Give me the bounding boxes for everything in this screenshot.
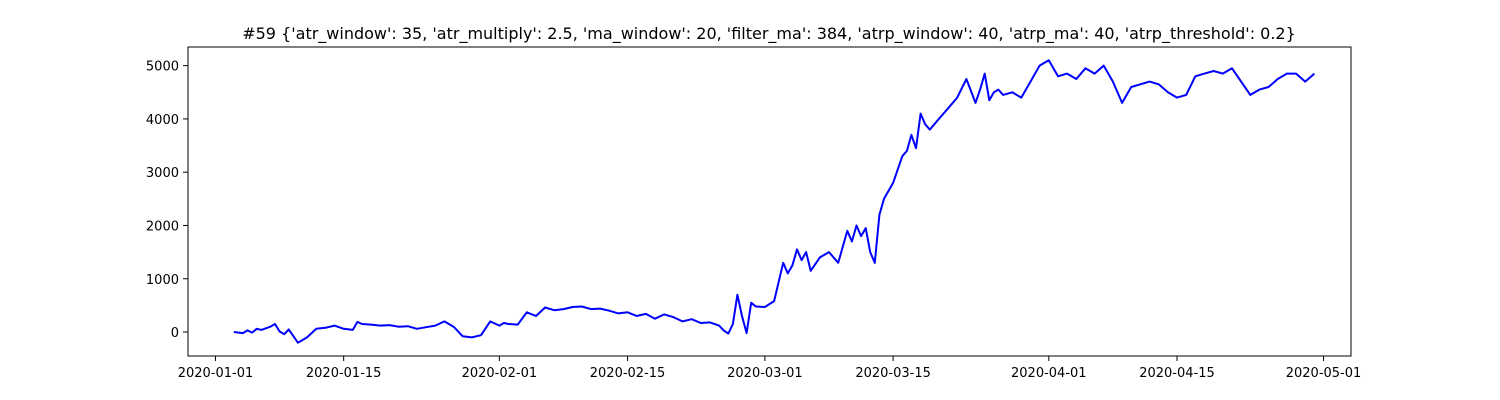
chart-title: #59 {'atr_window': 35, 'atr_multiply': 2… — [242, 24, 1296, 44]
series-line-1 — [233, 59, 1316, 344]
x-tick-label: 2020-03-01 — [727, 366, 803, 381]
axes-frame — [187, 46, 1352, 357]
y-tick-label: 1000 — [146, 273, 179, 288]
x-tick-label: 2020-04-01 — [1011, 366, 1087, 381]
x-tick-label: 2020-01-15 — [306, 366, 382, 381]
x-tick-label: 2020-04-15 — [1139, 366, 1215, 381]
y-tick-label: 3000 — [146, 166, 179, 181]
y-tick-label: 0 — [171, 326, 179, 341]
x-tick-label: 2020-03-15 — [855, 366, 931, 381]
y-tick-label: 2000 — [146, 219, 179, 234]
y-tick-label: 5000 — [146, 60, 179, 75]
x-tick-label: 2020-01-01 — [178, 366, 254, 381]
x-tick-label: 2020-05-01 — [1286, 366, 1362, 381]
plot-area: 2020-01-01 2020-01-15 2020-02-01 2020-02-15… — [146, 59, 1362, 381]
y-tick-label: 4000 — [146, 113, 179, 128]
x-tick-label: 2020-02-15 — [590, 366, 666, 381]
x-tick-label: 2020-02-01 — [462, 366, 538, 381]
